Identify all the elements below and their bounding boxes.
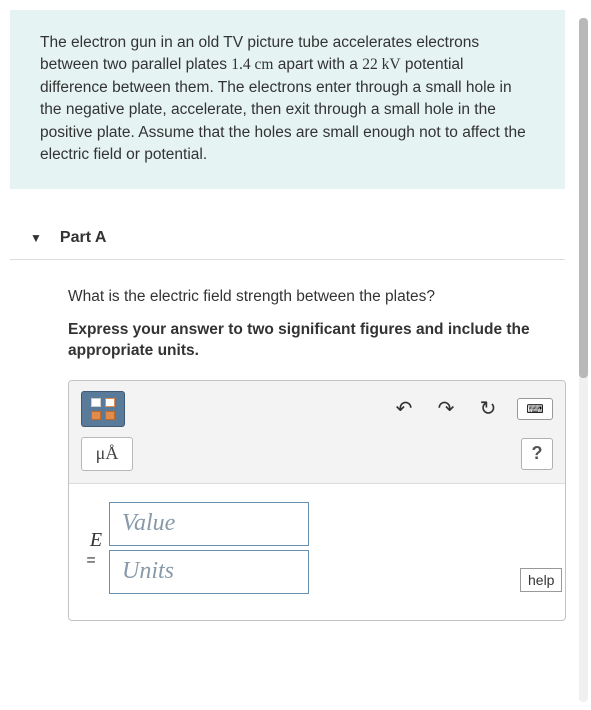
reset-icon: ↻ [480,396,497,421]
part-body: What is the electric field strength betw… [10,288,565,621]
redo-button[interactable]: ↷ [429,394,463,424]
units-symbol-button[interactable]: μÅ [81,437,133,471]
part-label: Part A [60,229,107,247]
value-input[interactable]: Value [109,502,309,546]
toolbar-help-button[interactable]: ? [521,438,553,470]
undo-button[interactable]: ↶ [387,394,421,424]
scrollbar-thumb[interactable] [579,18,588,378]
templates-icon [91,398,115,420]
undo-icon: ↶ [396,396,413,421]
problem-value-distance: 1.4 cm [231,56,273,73]
instruction-text: Express your answer to two significant f… [68,320,537,362]
value-placeholder: Value [122,510,175,537]
keyboard-button[interactable]: ⌨ [517,398,553,420]
redo-icon: ↷ [438,396,455,421]
equals-sign: = [86,552,95,570]
answer-panel: ↶ ↷ ↻ ⌨ μÅ ? [68,380,566,621]
problem-value-voltage: 22 kV [362,56,400,73]
units-input[interactable]: Units [109,550,309,594]
units-placeholder: Units [122,558,174,585]
problem-statement: The electron gun in an old TV picture tu… [10,10,565,189]
collapse-caret-icon: ▼ [30,231,42,245]
variable-label: E [83,529,109,552]
answer-toolbar: ↶ ↷ ↻ ⌨ μÅ ? [69,381,565,484]
question-text: What is the electric field strength betw… [68,288,537,306]
help-tooltip[interactable]: help [520,568,562,592]
reset-button[interactable]: ↻ [471,394,505,424]
units-symbol-label: μÅ [96,443,119,464]
templates-button[interactable] [81,391,125,427]
help-icon: ? [532,443,543,464]
problem-text-2: apart with a [273,56,362,73]
keyboard-icon: ⌨ [526,402,543,416]
answer-input-area: E = Value Units [69,484,565,620]
part-header[interactable]: ▼ Part A [10,217,565,260]
